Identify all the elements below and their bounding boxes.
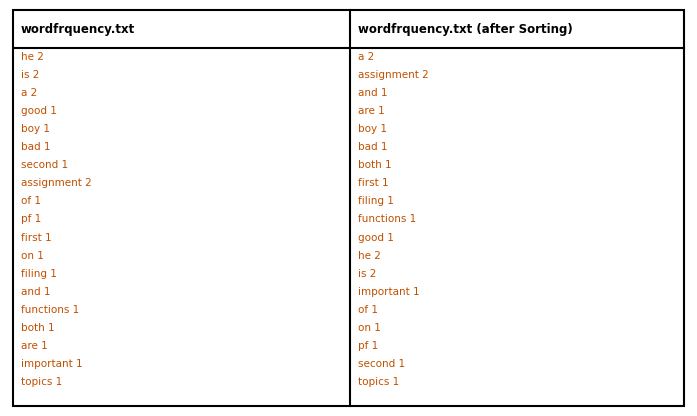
Text: on 1: on 1 (358, 323, 381, 333)
Text: pf 1: pf 1 (358, 341, 378, 351)
Text: second 1: second 1 (21, 160, 68, 170)
Text: on 1: on 1 (21, 250, 44, 261)
Text: and 1: and 1 (358, 88, 388, 98)
Text: of 1: of 1 (358, 305, 378, 315)
Text: wordfrquency.txt (after Sorting): wordfrquency.txt (after Sorting) (358, 22, 573, 36)
Text: second 1: second 1 (358, 359, 406, 369)
Text: a 2: a 2 (21, 88, 37, 98)
Text: good 1: good 1 (21, 106, 56, 116)
Text: are 1: are 1 (21, 341, 47, 351)
Text: he 2: he 2 (358, 250, 381, 261)
Text: boy 1: boy 1 (21, 124, 50, 134)
Text: first 1: first 1 (21, 233, 52, 243)
Text: topics 1: topics 1 (358, 377, 399, 387)
Text: he 2: he 2 (21, 52, 44, 62)
Text: functions 1: functions 1 (358, 215, 417, 225)
Text: bad 1: bad 1 (21, 142, 50, 152)
Text: assignment 2: assignment 2 (358, 70, 429, 80)
Text: and 1: and 1 (21, 287, 50, 297)
Text: both 1: both 1 (358, 160, 392, 170)
Text: a 2: a 2 (358, 52, 374, 62)
Text: filing 1: filing 1 (21, 269, 56, 279)
Text: wordfrquency.txt: wordfrquency.txt (21, 22, 135, 36)
Text: both 1: both 1 (21, 323, 54, 333)
Text: of 1: of 1 (21, 196, 41, 206)
Text: good 1: good 1 (358, 233, 394, 243)
Text: boy 1: boy 1 (358, 124, 388, 134)
Text: is 2: is 2 (358, 269, 376, 279)
Text: first 1: first 1 (358, 178, 389, 188)
Text: assignment 2: assignment 2 (21, 178, 92, 188)
Text: important 1: important 1 (358, 287, 420, 297)
Text: are 1: are 1 (358, 106, 385, 116)
Text: pf 1: pf 1 (21, 215, 41, 225)
Text: bad 1: bad 1 (358, 142, 388, 152)
Text: functions 1: functions 1 (21, 305, 79, 315)
Text: important 1: important 1 (21, 359, 82, 369)
Text: is 2: is 2 (21, 70, 39, 80)
Text: filing 1: filing 1 (358, 196, 394, 206)
Text: topics 1: topics 1 (21, 377, 62, 387)
